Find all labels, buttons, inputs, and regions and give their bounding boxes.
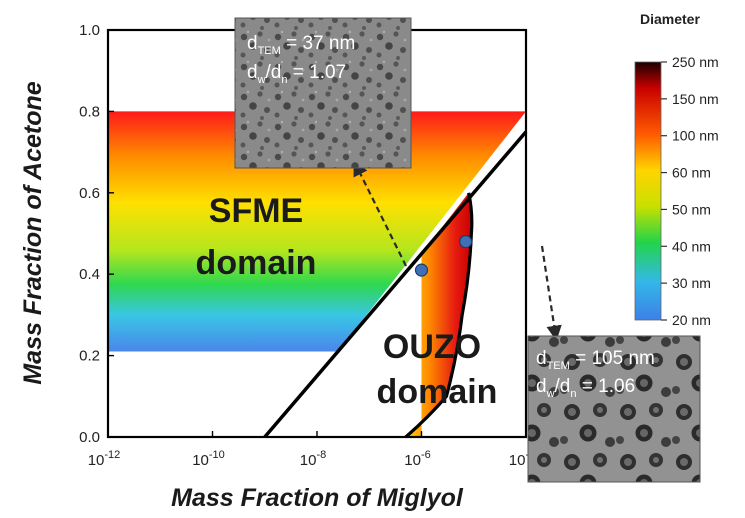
y-tick-label: 0.8: [79, 103, 100, 120]
svg-text:domain: domain: [377, 373, 498, 411]
sfme-domain-label: SFME domain: [196, 192, 317, 282]
colorbar-tick-label: 30 nm: [672, 275, 711, 291]
tem-inset-37nm: dTEM = 37 nm dw/dn = 1.07: [234, 17, 412, 169]
y-tick-label: 0.2: [79, 348, 100, 365]
x-tick-label: 10-8: [300, 449, 326, 469]
y-tick-label: 0.6: [79, 185, 100, 202]
colorbar-tick-label: 100 nm: [672, 128, 719, 144]
data-point: [459, 235, 473, 249]
ouzo-domain-label: OUZO domain: [377, 328, 498, 411]
sfme-region: [108, 111, 526, 352]
svg-text:OUZO: OUZO: [383, 328, 481, 366]
svg-text:dTEM = 37 nm: dTEM = 37 nm: [247, 33, 355, 57]
phase-boundary-line: [263, 130, 528, 439]
svg-text:SFME: SFME: [209, 192, 303, 230]
x-tick-label: 10-10: [192, 449, 225, 469]
data-point: [414, 263, 429, 277]
svg-text:dTEM = 105 nm: dTEM = 105 nm: [536, 348, 655, 372]
x-tick-label: 10-6: [404, 449, 430, 469]
ouzo-right-boundary: [404, 192, 474, 439]
x-axis-title: Mass Fraction of Miglyol: [171, 484, 464, 512]
diameter-colorbar: Diameter 250 nm 150 nm 100 nm 60 nm 50 nm 40 …: [634, 11, 719, 328]
y-tick-label: 1.0: [79, 22, 100, 39]
y-axis: 0.0 0.2 0.4 0.6 0.8 1.0: [79, 22, 114, 446]
colorbar-tick-label: 150 nm: [672, 91, 719, 107]
data-points: [414, 235, 473, 277]
svg-text:domain: domain: [196, 244, 317, 282]
svg-text:dw/dn = 1.06: dw/dn = 1.06: [536, 376, 635, 400]
colorbar-tick-label: 60 nm: [672, 165, 711, 181]
y-tick-label: 0.0: [79, 429, 100, 446]
y-axis-title: Mass Fraction of Acetone: [19, 81, 47, 384]
y-tick-label: 0.4: [79, 266, 100, 283]
colorbar-tick-label: 40 nm: [672, 238, 711, 254]
arrow-to-inset-1: [353, 160, 407, 267]
colorbar-tick-label: 20 nm: [672, 312, 711, 328]
arrow-to-inset-2: [540, 245, 562, 342]
colorbar-title: Diameter: [640, 11, 700, 27]
colorbar-tick-label: 50 nm: [672, 201, 711, 217]
svg-text:dw/dn = 1.07: dw/dn = 1.07: [247, 62, 346, 86]
tem-inset-105nm: dTEM = 105 nm dw/dn = 1.06: [527, 335, 701, 483]
colorbar-tick-label: 250 nm: [672, 54, 719, 70]
x-tick-label: 10-12: [88, 449, 121, 469]
